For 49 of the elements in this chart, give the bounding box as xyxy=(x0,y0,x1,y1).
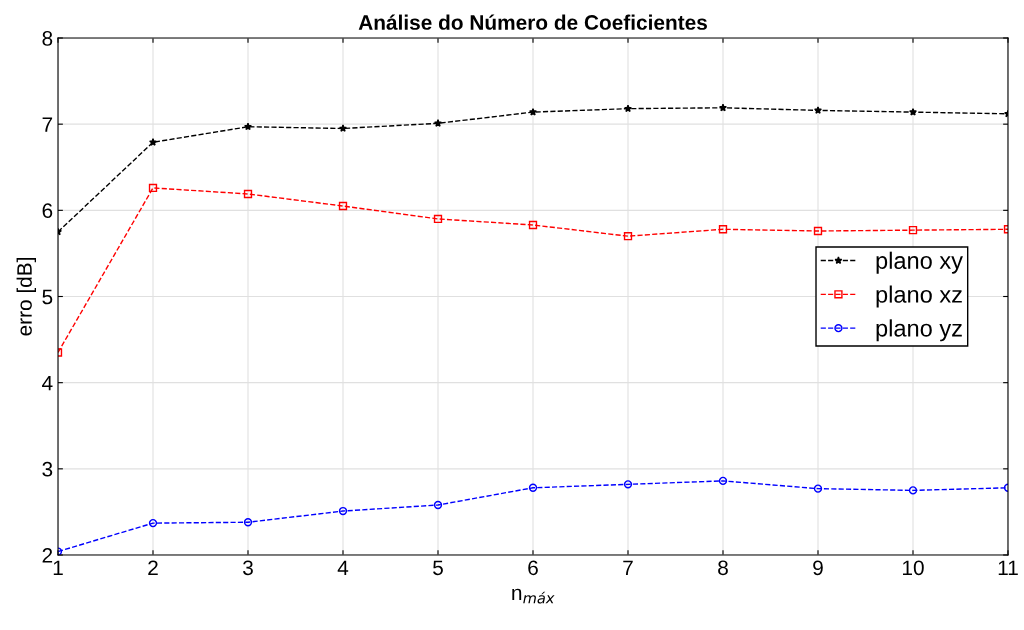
point xyxy=(149,138,157,146)
x-tick-label: 11 xyxy=(998,560,1018,575)
point xyxy=(719,103,727,112)
x-axis-title: n$_{máx}$ xyxy=(512,588,555,604)
x-tick-label: 5 xyxy=(433,560,443,576)
y-tick-label: 6 xyxy=(42,203,53,219)
x-tick-label: 1 xyxy=(53,560,63,575)
point xyxy=(434,119,442,127)
point xyxy=(718,476,728,486)
point xyxy=(338,506,348,516)
point xyxy=(529,107,537,116)
x-tick-label: 3 xyxy=(243,560,253,576)
x-tick-label: 8 xyxy=(718,560,728,576)
legend-label: plano xz xyxy=(876,285,962,308)
y-axis-title: erro [dB] xyxy=(16,258,36,336)
x-tick-label: 10 xyxy=(903,560,924,576)
point xyxy=(148,183,158,193)
point xyxy=(623,480,633,489)
x-tick-label: 6 xyxy=(528,560,538,576)
point xyxy=(813,226,823,236)
y-tick-label: 5 xyxy=(42,289,53,305)
point xyxy=(148,518,158,528)
point xyxy=(909,107,917,116)
x-tick-label: 2 xyxy=(148,560,158,575)
y-tick-label: 7 xyxy=(42,117,53,132)
point xyxy=(433,214,443,224)
x-tick-label: 4 xyxy=(337,560,349,575)
y-tick-label: 2 xyxy=(42,548,53,563)
point xyxy=(814,106,822,114)
point xyxy=(338,201,348,211)
point xyxy=(623,232,633,241)
x-tick-label: 9 xyxy=(813,560,823,576)
point xyxy=(243,518,253,527)
point xyxy=(813,484,823,493)
legend-label: plano xy xyxy=(876,251,963,274)
point xyxy=(528,483,538,492)
point xyxy=(908,486,918,495)
point xyxy=(528,220,538,230)
chart-title: Análise do Número de Coeficientes xyxy=(358,14,707,30)
point xyxy=(433,500,443,510)
y-tick-label: 4 xyxy=(42,375,53,391)
y-tick-label: 8 xyxy=(42,31,53,46)
legend-label: plano yz xyxy=(876,319,962,342)
point xyxy=(339,124,347,132)
point xyxy=(718,225,728,234)
point xyxy=(908,225,918,235)
y-tick-label: 3 xyxy=(42,461,53,477)
x-tick-label: 7 xyxy=(623,560,633,575)
point xyxy=(243,189,253,199)
